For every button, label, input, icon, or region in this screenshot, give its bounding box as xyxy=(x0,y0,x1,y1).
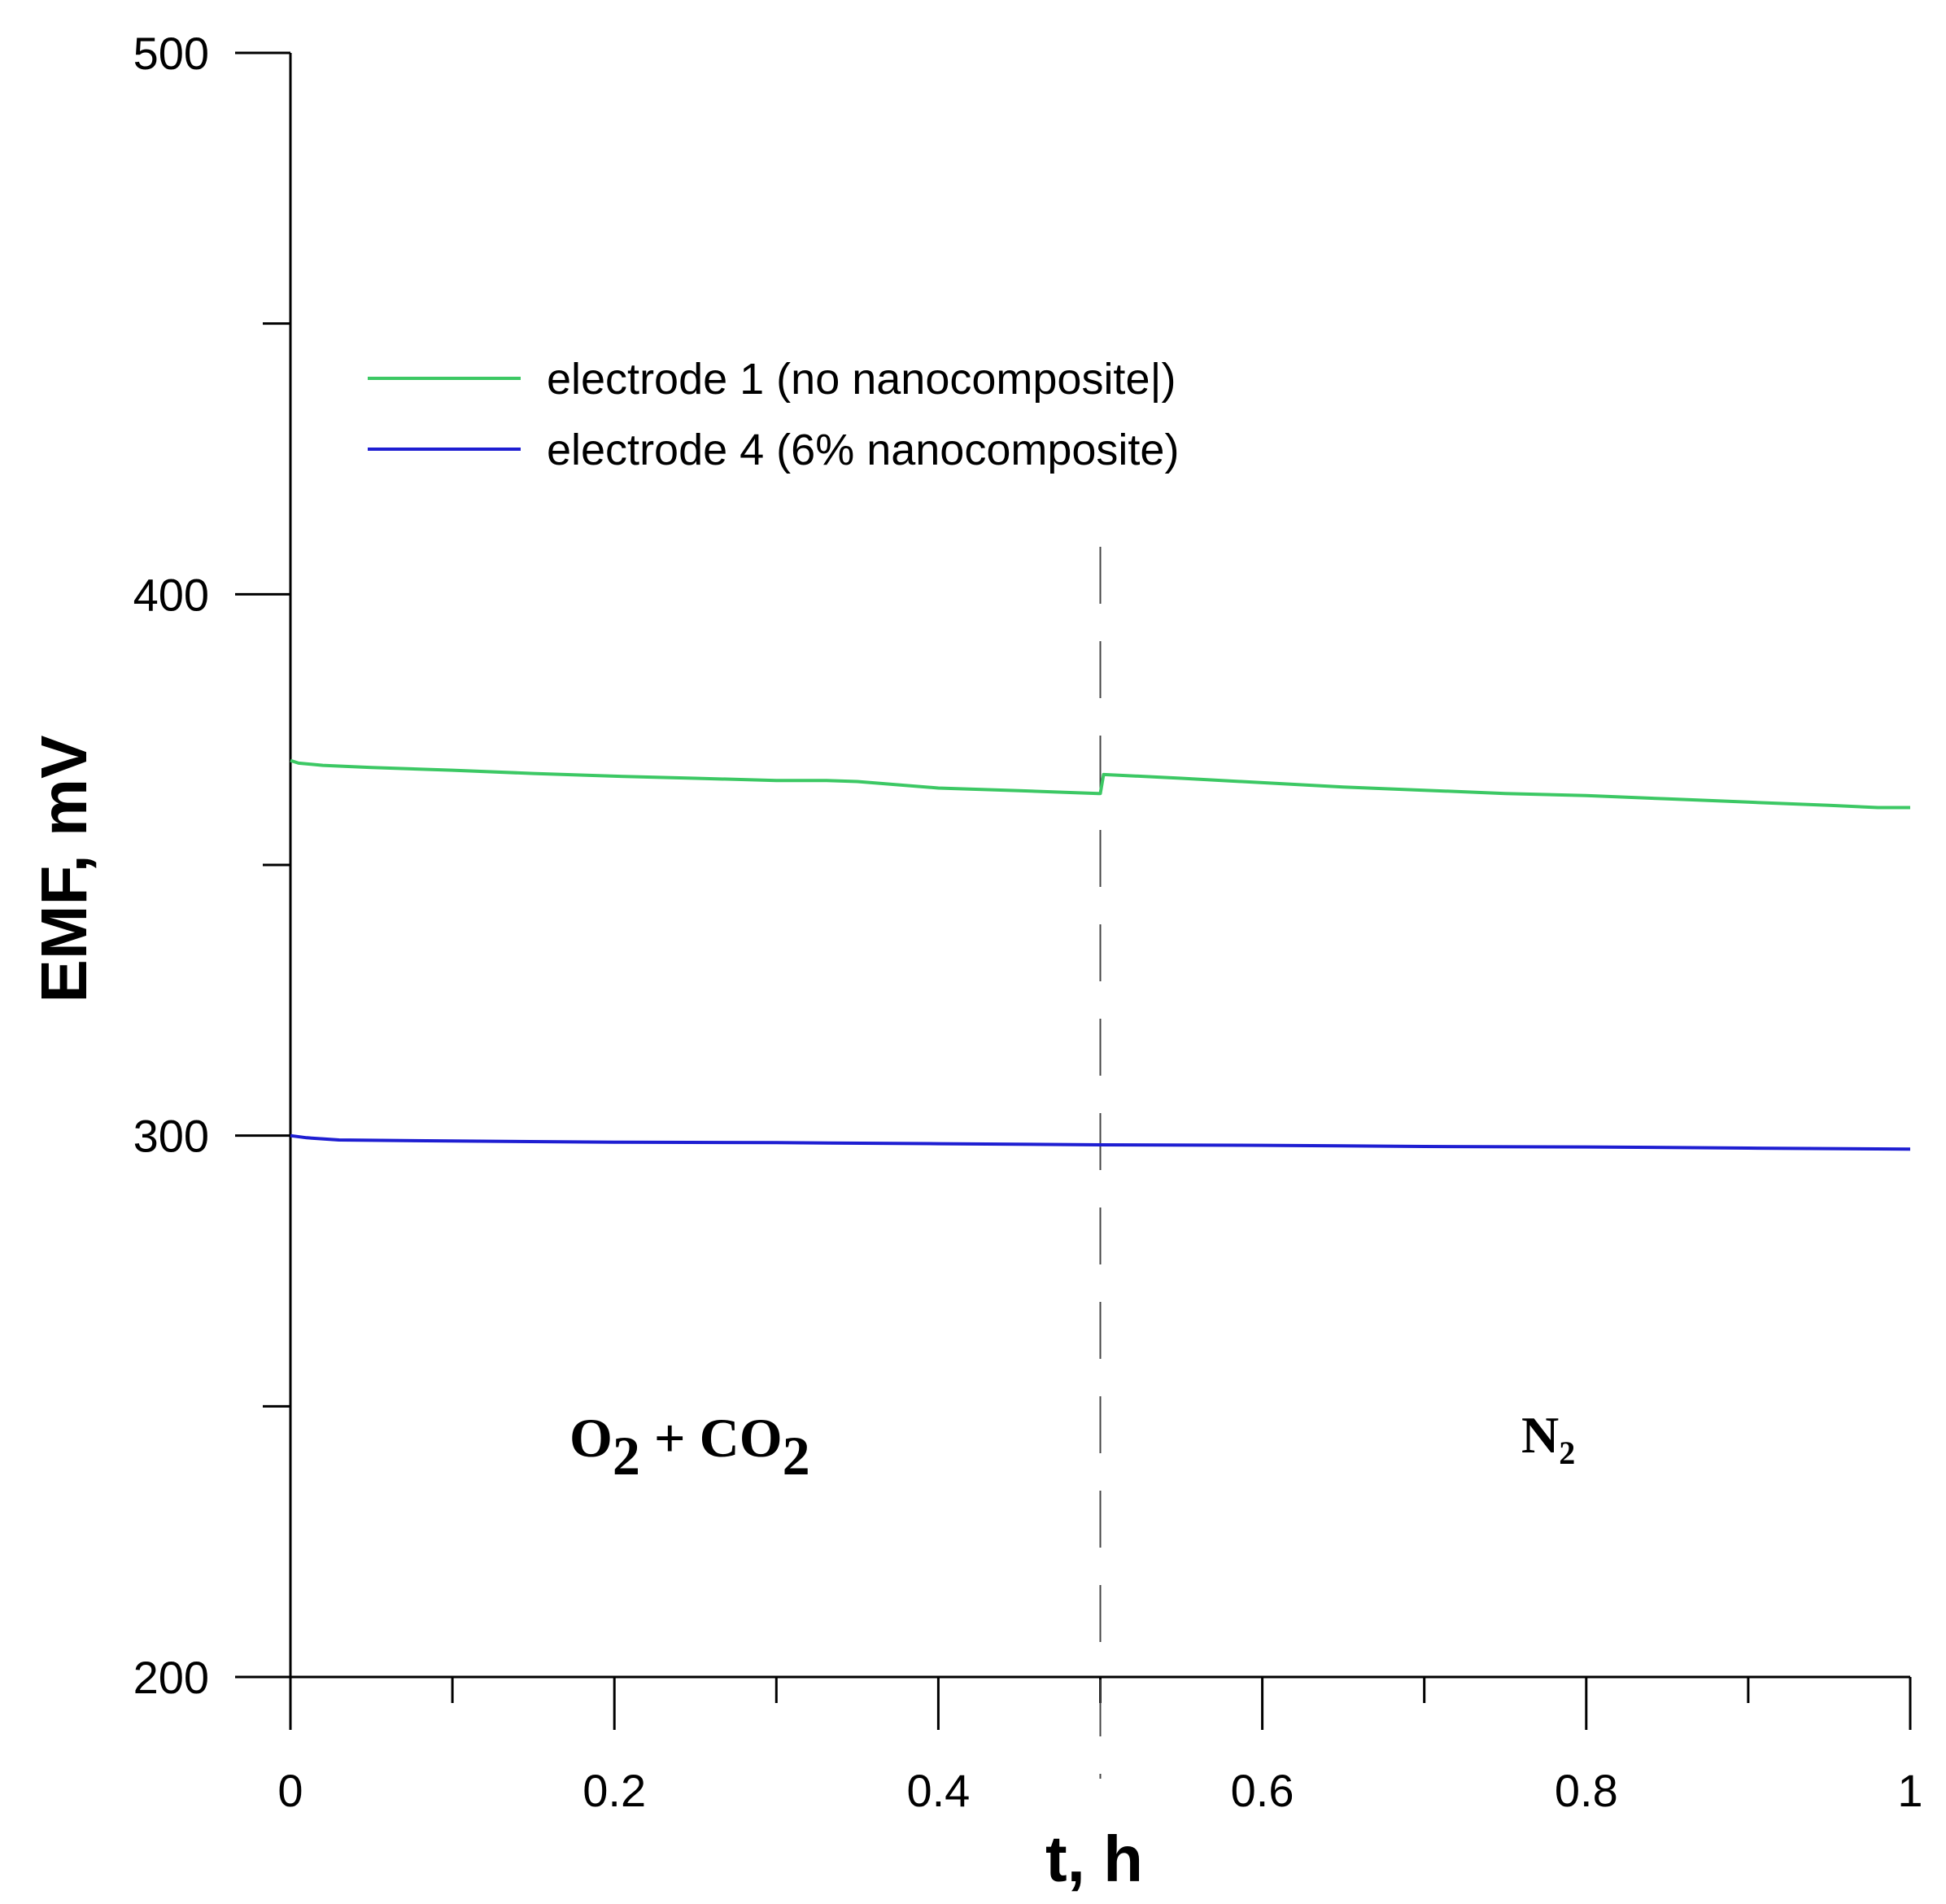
legend-label: electrode 4 (6% nanocomposite) xyxy=(547,426,1179,474)
y-tick-label: 200 xyxy=(133,1652,209,1703)
series-lines xyxy=(290,758,1911,1151)
x-tick-label: 0.2 xyxy=(582,1765,646,1816)
y-tick-label: 300 xyxy=(133,1111,209,1162)
legend-label: electrode 1 (no nanocomposite|) xyxy=(547,355,1176,404)
series-line xyxy=(290,1133,1911,1151)
region-label-right: N2 xyxy=(1521,1406,1575,1471)
y-tick-label: 500 xyxy=(133,28,209,79)
y-axis-title: EMF, mV xyxy=(28,736,100,1003)
region-label-left: O2 + CO2 xyxy=(569,1407,810,1487)
x-tick-label: 0.6 xyxy=(1231,1765,1294,1816)
ticks: 200 300 400 500 0 0.2 0.4 0.6 0.8 1 xyxy=(133,28,1923,1816)
x-axis-title: t, h xyxy=(1045,1823,1143,1895)
legend: electrode 1 (no nanocomposite|) electrode… xyxy=(368,355,1179,474)
series-line xyxy=(290,758,1910,810)
y-tick-label: 400 xyxy=(133,569,209,620)
x-tick-label: 1 xyxy=(1897,1765,1922,1816)
x-tick-label: 0.4 xyxy=(906,1765,970,1816)
x-tick-label: 0.8 xyxy=(1555,1765,1618,1816)
x-tick-label: 0 xyxy=(277,1765,303,1816)
region-labels: O2 + CO2 N2 xyxy=(569,1406,1575,1487)
